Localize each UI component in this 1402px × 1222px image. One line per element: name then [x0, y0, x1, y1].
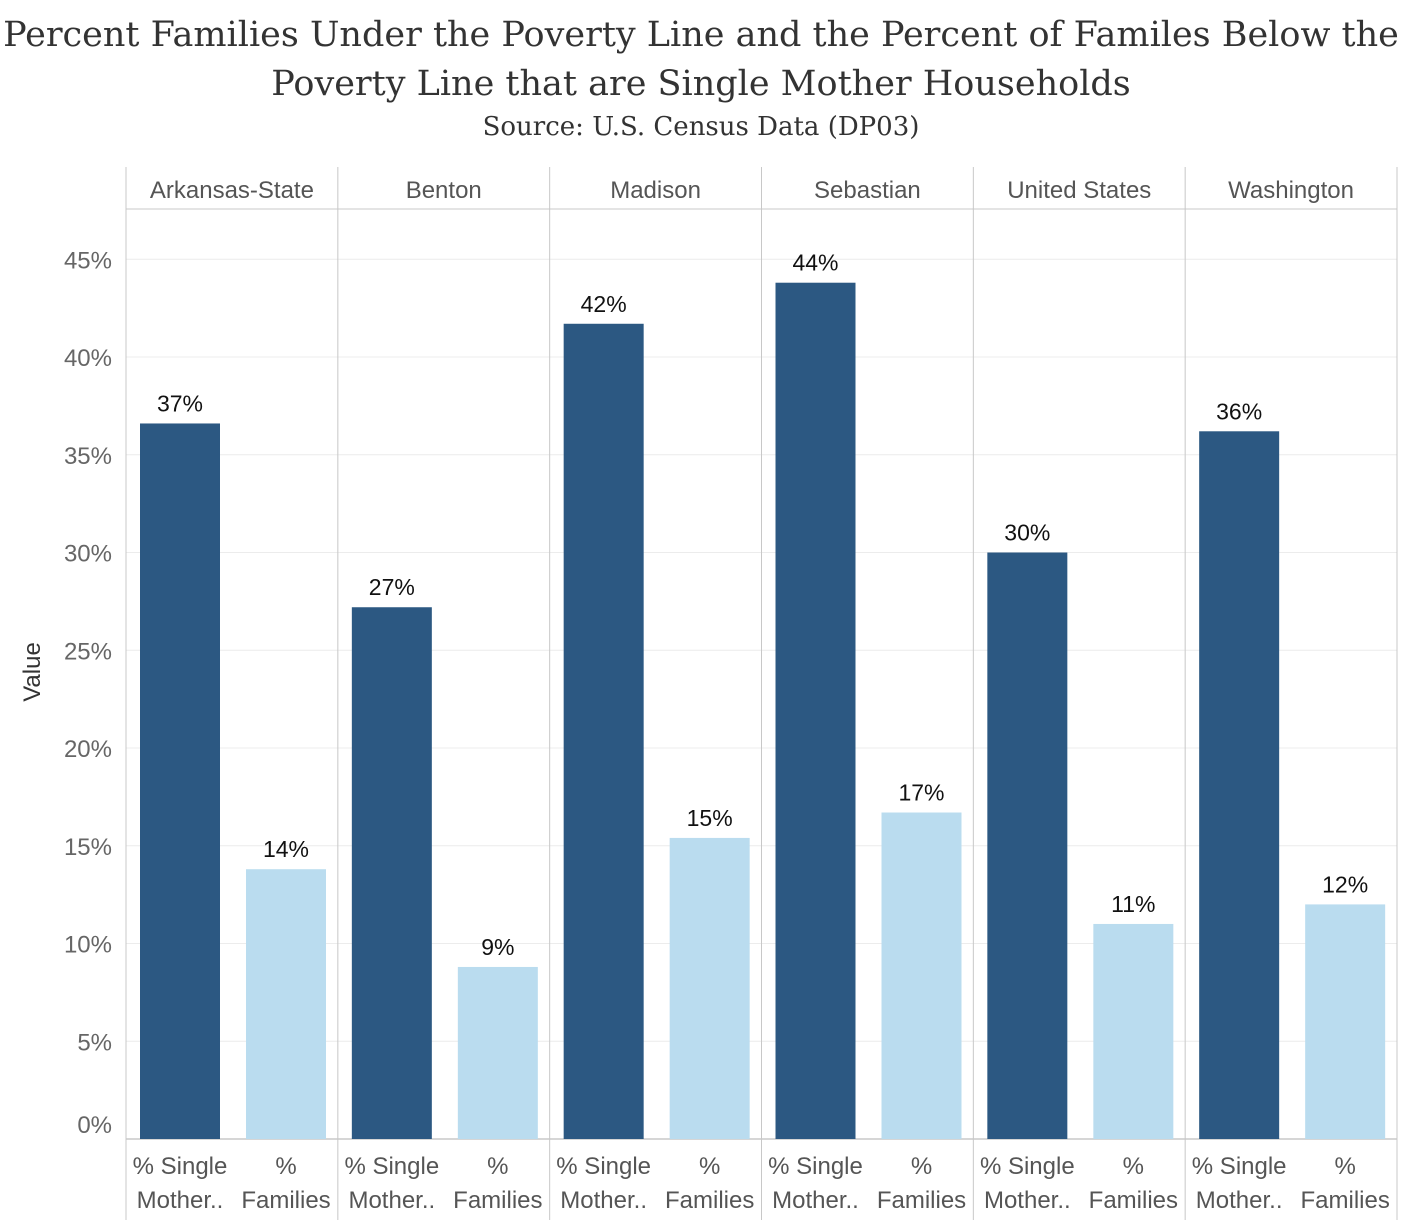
y-tick-label: 25% [64, 638, 112, 665]
bar [987, 552, 1068, 1139]
panel-header-label: Sebastian [814, 177, 921, 204]
x-tick-label-line-2: Families [1089, 1187, 1178, 1214]
panel-header-label: United States [1007, 177, 1151, 204]
chart-title-line-1: Percent Families Under the Poverty Line … [3, 15, 1399, 55]
y-axis-title: Value [19, 642, 46, 702]
panel-header-label: Madison [610, 177, 701, 204]
bar [457, 966, 538, 1139]
x-tick-label-line-2: Families [877, 1187, 966, 1214]
bar [563, 323, 644, 1139]
x-tick-label-line-1: % Single [768, 1153, 863, 1180]
data-label: 27% [369, 574, 415, 600]
x-tick-label-line-1: % Single [1192, 1153, 1287, 1180]
data-label: 17% [898, 780, 944, 806]
x-tick-label-line-1: % [911, 1153, 932, 1180]
x-tick-label-line-2: Mother.. [348, 1187, 435, 1214]
bar [246, 869, 326, 1139]
x-tick-label-line-2: Families [1300, 1187, 1389, 1214]
panel-header-label: Benton [406, 177, 482, 204]
data-label: 12% [1322, 871, 1368, 897]
x-tick-label-line-1: % [1334, 1153, 1355, 1180]
y-tick-label: 15% [64, 834, 112, 861]
data-label: 9% [481, 934, 514, 960]
bar [669, 837, 750, 1139]
y-tick-label: 20% [64, 736, 112, 763]
chart-subtitle: Source: U.S. Census Data (DP03) [482, 112, 920, 142]
x-tick-label-line-2: Families [241, 1187, 330, 1214]
data-label: 14% [263, 836, 309, 862]
x-tick-label-line-1: % [487, 1153, 508, 1180]
bar [1199, 431, 1280, 1139]
x-tick-label-line-2: Mother.. [137, 1187, 224, 1214]
chart-title-line-2: Poverty Line that are Single Mother Hous… [271, 64, 1131, 104]
panel-header-label: Washington [1228, 177, 1354, 204]
data-label: 30% [1004, 520, 1050, 546]
data-label: 15% [687, 805, 733, 831]
y-tick-label: 30% [64, 541, 112, 568]
bar [1305, 904, 1386, 1139]
x-tick-label-line-1: % [699, 1153, 720, 1180]
x-tick-label-line-2: Families [453, 1187, 542, 1214]
x-tick-label-line-1: % Single [133, 1153, 228, 1180]
x-tick-label-line-1: % Single [980, 1153, 1075, 1180]
x-tick-label-line-2: Mother.. [1196, 1187, 1283, 1214]
data-label: 37% [157, 390, 203, 416]
data-label: 11% [1111, 891, 1155, 917]
bar [140, 423, 220, 1140]
x-tick-label-line-2: Mother.. [984, 1187, 1071, 1214]
y-tick-label: 10% [64, 932, 112, 959]
x-tick-label-line-2: Families [665, 1187, 754, 1214]
y-tick-label: 5% [77, 1029, 112, 1056]
panel-header-label: Arkansas-State [150, 177, 314, 204]
y-tick-label: 40% [64, 345, 112, 372]
bar [881, 812, 962, 1139]
data-label: 36% [1216, 398, 1262, 424]
bar [351, 607, 432, 1139]
x-tick-label-line-2: Mother.. [560, 1187, 647, 1214]
x-tick-label-line-1: % Single [556, 1153, 651, 1180]
data-label: 42% [581, 291, 627, 317]
data-label: 44% [792, 250, 838, 276]
y-tick-label: 0% [77, 1112, 112, 1139]
x-tick-label-line-1: % [1123, 1153, 1144, 1180]
bar [1093, 923, 1174, 1139]
bar [775, 282, 856, 1140]
y-tick-label: 35% [64, 443, 112, 470]
y-tick-label: 45% [64, 247, 112, 274]
x-tick-label-line-1: % [275, 1153, 296, 1180]
x-tick-label-line-2: Mother.. [772, 1187, 859, 1214]
x-tick-label-line-1: % Single [344, 1153, 439, 1180]
